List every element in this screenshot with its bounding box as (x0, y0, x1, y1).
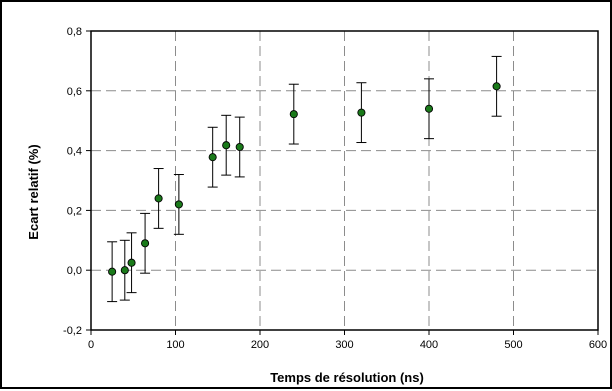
data-point (357, 108, 366, 117)
grid (91, 31, 598, 330)
x-tick-label: 600 (589, 339, 607, 351)
data-point (174, 200, 183, 209)
data-point (141, 239, 150, 248)
data-point (120, 266, 129, 275)
tick-marks (86, 30, 599, 335)
x-tick-label: 400 (420, 339, 438, 351)
y-tick-label: -0,2 (63, 325, 82, 337)
y-tick-label: 0,0 (67, 265, 82, 277)
y-tick-label: 0,4 (67, 146, 82, 158)
data-point (289, 110, 298, 119)
x-tick-label: 100 (166, 339, 184, 351)
data-point (208, 153, 217, 162)
data-point (154, 194, 163, 203)
data-point (108, 267, 117, 276)
data-point (424, 104, 434, 113)
data-point (127, 258, 136, 267)
x-tick-label: 0 (88, 339, 94, 351)
x-tick-label: 500 (504, 339, 522, 351)
y-tick-label: 0,6 (67, 86, 82, 98)
y-tick-labels: -0,2 0,0 0,2 0,4 0,6 0,8 (63, 26, 82, 337)
data-points (108, 82, 501, 276)
y-tick-label: 0,2 (67, 205, 82, 217)
y-axis-title: Ecart relatif (%) (26, 144, 41, 239)
data-point (235, 142, 244, 152)
error-bars (107, 55, 502, 303)
x-tick-label: 300 (335, 339, 353, 351)
data-point (222, 141, 231, 150)
data-point (492, 82, 501, 91)
x-tick-label: 200 (251, 339, 269, 351)
y-tick-label: 0,8 (67, 26, 82, 38)
x-axis-title: Temps de résolution (ns) (270, 370, 424, 385)
plot-area (90, 30, 599, 331)
x-tick-labels: 0 100 200 300 400 500 600 (88, 339, 607, 351)
